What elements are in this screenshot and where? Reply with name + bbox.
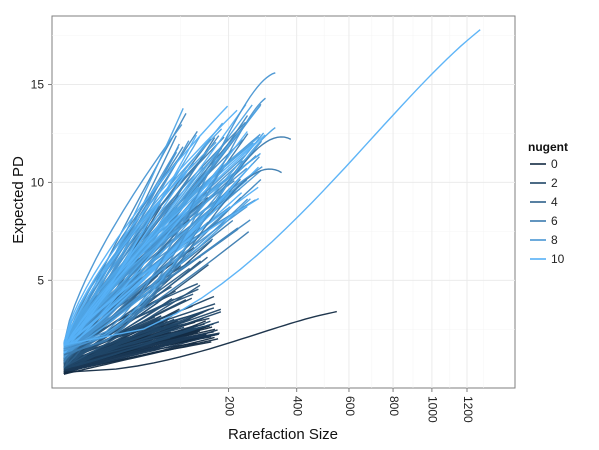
- legend-label: 10: [551, 252, 565, 266]
- series-line: [63, 104, 247, 348]
- series-line: [63, 162, 195, 349]
- series-line: [63, 29, 481, 346]
- legend-label: 0: [551, 157, 558, 171]
- series-line: [63, 256, 208, 359]
- series-line: [63, 136, 260, 351]
- series-line: [63, 310, 337, 373]
- legend-label: 6: [551, 214, 558, 228]
- x-tick-label: 600: [343, 396, 357, 416]
- x-tick-label: 1200: [461, 396, 475, 423]
- x-tick-label: 1000: [426, 396, 440, 423]
- series-line: [63, 311, 222, 369]
- y-tick-label: 15: [31, 78, 45, 92]
- series-line: [63, 338, 219, 375]
- x-tick-label: 800: [387, 396, 401, 416]
- legend-entries: 0 2 4 6 8 10: [530, 157, 565, 266]
- x-tick-label: 400: [291, 396, 305, 416]
- legend-label: 8: [551, 233, 558, 247]
- x-tick-label: 200: [222, 396, 236, 416]
- series-line: [63, 231, 250, 358]
- series-line: [63, 168, 282, 356]
- y-axis-title: Expected PD: [10, 156, 27, 244]
- lines-layer: [63, 29, 481, 375]
- series-line: [63, 171, 188, 347]
- ticks-layer: 5 10 15 200 400 600 800 1000 1200: [31, 78, 475, 423]
- series-line: [63, 329, 218, 373]
- x-axis-title: Rarefaction Size: [228, 426, 338, 443]
- grid-layer: [52, 16, 515, 388]
- series-line: [63, 109, 238, 347]
- y-tick-label: 10: [31, 175, 45, 189]
- series-line: [63, 127, 276, 348]
- y-tick-label: 5: [37, 273, 44, 287]
- legend-label: 2: [551, 176, 558, 190]
- series-line: [63, 124, 183, 344]
- legend: nugent 0 2 4 6 8 10: [528, 140, 568, 266]
- series-line: [63, 105, 229, 344]
- series-line: [63, 72, 276, 350]
- legend-title: nugent: [528, 140, 568, 154]
- series-line: [63, 97, 266, 352]
- series-line: [63, 336, 191, 371]
- series-line: [63, 142, 256, 354]
- legend-label: 4: [551, 195, 558, 209]
